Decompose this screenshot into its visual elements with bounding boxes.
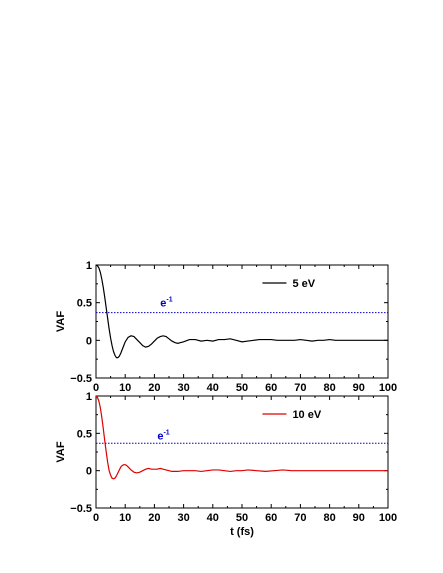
x-tick-label: 70 <box>294 382 306 394</box>
x-tick-label: 80 <box>323 382 335 394</box>
series-top <box>95 264 388 359</box>
y-tick-label: 1 <box>86 260 92 272</box>
x-tick-label: 50 <box>236 382 248 394</box>
x-tick-label: 30 <box>177 382 189 394</box>
ticks-bottom <box>95 395 389 509</box>
annotation-e-bottom: e <box>157 431 163 443</box>
y-tick-label: 0 <box>86 466 92 478</box>
series-bottom <box>95 395 388 480</box>
x-axis-title: t (fs) <box>230 526 254 538</box>
series-line-5-ev <box>95 264 388 359</box>
x-tick-label: 50 <box>236 512 248 524</box>
x-tick-label: 100 <box>379 382 397 394</box>
series-line-10-ev <box>95 395 388 480</box>
y-tick-label: 0.5 <box>77 298 92 310</box>
y-tick-label: 1 <box>86 391 92 403</box>
x-tick-label: 60 <box>265 512 277 524</box>
x-tick-label: 30 <box>177 512 189 524</box>
legend-label-10ev: 10 eV <box>292 409 321 421</box>
x-tick-label: 0 <box>93 382 99 394</box>
ticks-top <box>95 264 389 379</box>
annotation-e-top: e <box>160 298 166 310</box>
x-tick-label: 70 <box>294 512 306 524</box>
y-axis-title-bottom: VAF <box>55 441 67 462</box>
x-tick-label: 20 <box>148 512 160 524</box>
x-tick-label: 10 <box>119 382 131 394</box>
y-tick-label: −0.5 <box>70 373 92 385</box>
y-tick-label: −0.5 <box>70 503 92 515</box>
x-tick-label: 60 <box>265 382 277 394</box>
x-tick-label: 100 <box>379 512 397 524</box>
tick-labels-bottom: 0 10 20 30 40 50 60 70 80 90 100−0.500.51 <box>70 391 397 524</box>
x-tick-label: 40 <box>207 512 219 524</box>
legend-label-5ev: 5 eV <box>292 278 315 290</box>
annotation-e-inverse-bottom: e-1 <box>157 430 169 443</box>
chart-bottom-panel: 0 10 20 30 40 50 60 70 80 90 100−0.500.51 VAF t (f… <box>55 391 397 538</box>
x-tick-label: 90 <box>353 512 365 524</box>
plot-frame-top <box>95 264 389 379</box>
tick-labels-top: 0 10 20 30 40 50 60 70 80 90 100−0.500.51 <box>70 260 397 394</box>
y-axis-title-top: VAF <box>55 311 67 332</box>
annotation-e-inverse-top: e-1 <box>160 297 172 310</box>
x-tick-label: 0 <box>93 512 99 524</box>
y-tick-label: 0 <box>86 335 92 347</box>
legend-bottom: 10 eV <box>262 409 322 421</box>
y-tick-label: 0.5 <box>77 428 92 440</box>
x-tick-label: 80 <box>323 512 335 524</box>
plot-frame-bottom <box>95 395 389 509</box>
x-tick-label: 10 <box>119 512 131 524</box>
x-tick-label: 20 <box>148 382 160 394</box>
x-tick-label: 90 <box>353 382 365 394</box>
legend-top: 5 eV <box>262 278 316 290</box>
x-tick-label: 40 <box>207 382 219 394</box>
chart-top-panel: 0 10 20 30 40 50 60 70 80 90 100−0.500.51 VAF 5 eV… <box>55 260 397 394</box>
annotation-sup-bottom: -1 <box>163 430 169 437</box>
annotation-sup-top: -1 <box>166 297 172 304</box>
